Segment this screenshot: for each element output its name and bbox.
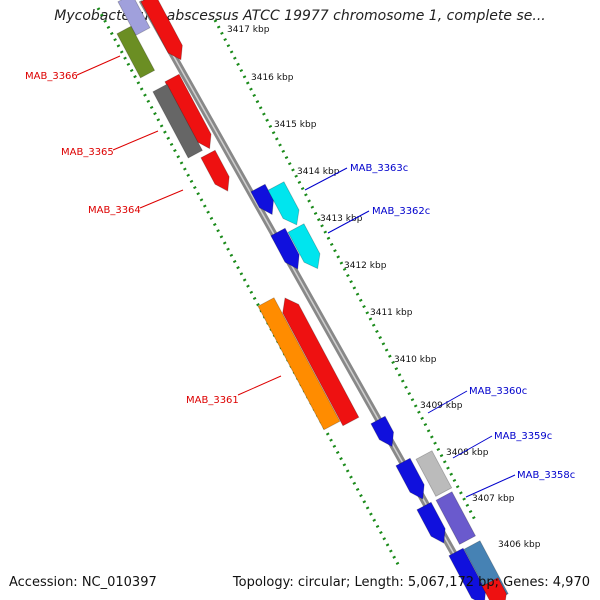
gene-label[interactable]: MAB_3362c <box>372 206 430 217</box>
feature-blue-5[interactable] <box>416 501 451 547</box>
tick-label: 3411 kbp <box>370 308 413 318</box>
inner-dotted-ruler <box>213 19 477 521</box>
tick-label: 3416 kbp <box>251 73 294 83</box>
tick-label: 3414 kbp <box>297 167 340 177</box>
feature-blue-6[interactable] <box>448 547 491 600</box>
label-leader-line <box>304 167 348 191</box>
gene-label[interactable]: MAB_3360c <box>469 386 527 397</box>
tick-label: 3407 kbp <box>472 494 515 504</box>
gene-label[interactable]: MAB_3366 <box>25 71 78 82</box>
tick-label: 3417 kbp <box>227 25 270 35</box>
feature-blue-2[interactable] <box>270 227 305 273</box>
summary-text: Topology: circular; Length: 5,067,172 bp… <box>232 575 590 590</box>
feature-cyan-1[interactable] <box>267 181 305 229</box>
tick-label: 3415 kbp <box>274 120 317 130</box>
feature-top-red-1[interactable] <box>140 0 188 64</box>
feature-gray[interactable] <box>152 83 203 159</box>
gene-label[interactable]: MAB_3364 <box>88 205 141 216</box>
outer-ruler-line <box>96 7 402 569</box>
gene-label[interactable]: MAB_3363c <box>350 163 408 174</box>
feature-red-bottom[interactable] <box>481 577 512 600</box>
backbone-highlight <box>141 0 481 600</box>
backbone <box>138 0 484 600</box>
label-leader-line <box>112 130 159 151</box>
map-title: Mycobacterium abscessus ATCC 19977 chrom… <box>54 8 546 24</box>
tick-label: 3410 kbp <box>394 355 437 365</box>
feature-blue-4[interactable] <box>395 457 430 503</box>
gene-label-layer: MAB_3366 MAB_3365 MAB_3364 MAB_3363c MAB_336… <box>25 55 575 498</box>
tick-label: 3413 kbp <box>320 214 363 224</box>
label-leader-line <box>76 55 121 76</box>
gene-label[interactable]: MAB_3365 <box>61 147 114 158</box>
label-leader-line <box>237 375 282 396</box>
tick-label: 3406 kbp <box>498 540 541 550</box>
gene-label[interactable]: MAB_3361 <box>186 395 239 406</box>
feature-cyan-2[interactable] <box>287 223 326 273</box>
label-leader-line <box>139 189 184 209</box>
label-leader-line <box>465 474 516 498</box>
tick-label-layer: 3417 kbp 3416 kbp 3415 kbp 3414 kbp 3413 kbp… <box>227 25 541 550</box>
label-leader-line <box>452 435 493 459</box>
feature-olive[interactable] <box>116 25 156 79</box>
feature-red-long[interactable] <box>277 294 360 427</box>
gene-label[interactable]: MAB_3359c <box>494 431 552 442</box>
feature-slate[interactable] <box>435 491 477 545</box>
label-leader-line <box>427 390 468 414</box>
tick-label: 3408 kbp <box>446 448 489 458</box>
feature-silver[interactable] <box>415 450 453 497</box>
gene-label[interactable]: MAB_3358c <box>517 470 575 481</box>
inner-ruler-line <box>213 19 477 521</box>
feature-blue-3[interactable] <box>370 415 399 450</box>
feature-red-3[interactable] <box>200 149 235 195</box>
accession-text: Accession: NC_010397 <box>9 575 157 590</box>
label-leader-line <box>327 210 370 234</box>
feature-orange[interactable] <box>257 297 341 431</box>
tick-label: 3412 kbp <box>344 261 387 271</box>
feature-red-2[interactable] <box>164 73 217 152</box>
feature-layer <box>116 0 512 600</box>
outer-dotted-ruler <box>96 7 402 569</box>
